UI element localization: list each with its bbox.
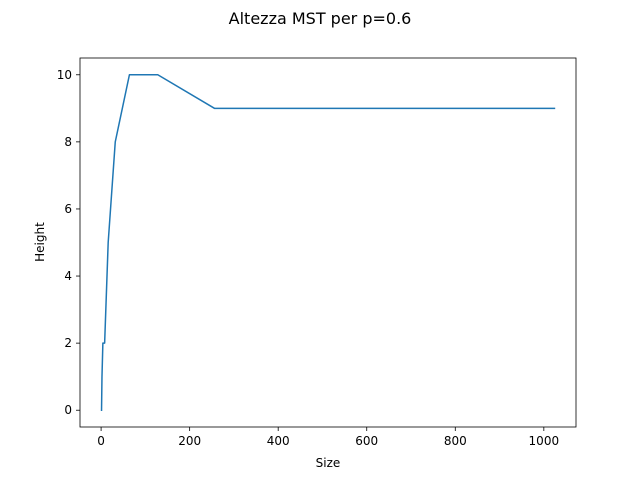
x-tick-label: 0 (97, 434, 105, 448)
series-line-0 (100, 74, 556, 411)
x-tick-label: 400 (267, 434, 290, 448)
y-tick-label: 10 (57, 68, 72, 82)
y-tick-label: 8 (64, 135, 72, 149)
x-tick-label: 1000 (529, 434, 560, 448)
x-tick-label: 600 (355, 434, 378, 448)
y-tick-label: 2 (64, 336, 72, 350)
x-tick-label: 800 (444, 434, 467, 448)
y-tick-label: 6 (64, 202, 72, 216)
y-tick-label: 0 (64, 403, 72, 417)
chart-title: Altezza MST per p=0.6 (229, 9, 412, 28)
axis-ticks: 0 200 400 600 800 1000 0 2 4 6 8 10 (57, 68, 559, 448)
plot-area (79, 57, 577, 428)
x-axis-label: Size (316, 456, 341, 470)
y-axis-label: Height (33, 222, 47, 262)
axes-frame (79, 57, 577, 428)
y-tick-label: 4 (64, 269, 72, 283)
x-tick-label: 200 (178, 434, 201, 448)
